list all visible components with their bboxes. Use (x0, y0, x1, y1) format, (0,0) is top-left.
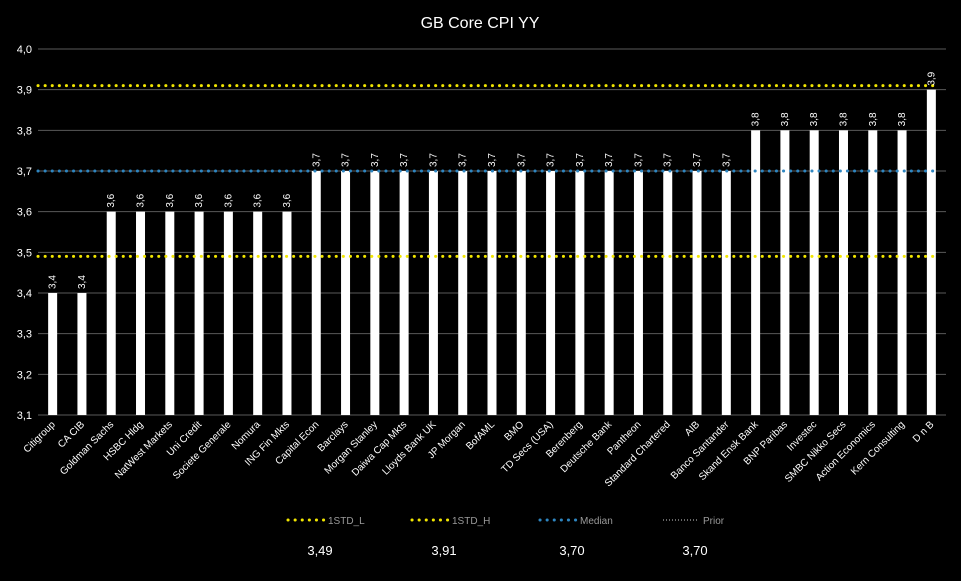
y-tick-label: 3,3 (17, 329, 32, 341)
y-tick-label: 3,9 (17, 85, 32, 97)
bar (751, 130, 761, 416)
data-label: 3,6 (194, 193, 205, 207)
data-label: 3,6 (223, 193, 234, 207)
y-tick-label: 4,0 (17, 44, 32, 56)
category-label: BMO (503, 419, 527, 443)
reference-value: 3,70 (559, 543, 584, 558)
data-label: 3,7 (692, 153, 703, 167)
bar (546, 171, 556, 415)
bar (926, 89, 936, 416)
bar (663, 171, 673, 415)
data-label: 3,6 (136, 193, 147, 207)
bar (458, 171, 468, 415)
data-label: 3,6 (282, 193, 293, 207)
category-label: Citigroup (22, 419, 58, 455)
bar (809, 130, 819, 416)
data-label: 3,7 (721, 153, 732, 167)
bar (780, 130, 790, 416)
reference-value: 3,49 (307, 543, 332, 558)
data-label: 3,7 (428, 153, 439, 167)
chart-title: GB Core CPI YY (421, 15, 540, 32)
bar (370, 171, 380, 415)
bar (897, 130, 907, 416)
bar (633, 171, 643, 415)
bar (253, 211, 263, 415)
category-label: TD Secs (USA) (500, 419, 556, 475)
data-label: 3,7 (516, 153, 527, 167)
category-label: Kern Consulting (849, 419, 907, 477)
reference-values: 3,49 3,91 3,70 3,70 (307, 543, 707, 558)
data-label: 3,7 (311, 153, 322, 167)
category-label: Deutsche Bank (559, 419, 615, 475)
bar (516, 171, 526, 415)
data-label: 3,7 (458, 153, 469, 167)
data-label: 3,7 (604, 153, 615, 167)
bar (136, 211, 146, 415)
data-labels: 3,4 3,4 3,6 3,6 3,6 3,6 3,6 3,6 3,6 3,7 3,7 3,7 3,7 3… (48, 71, 938, 289)
data-label: 3,7 (341, 153, 352, 167)
bar (311, 171, 321, 415)
bar (399, 171, 409, 415)
bar (165, 211, 175, 415)
reference-value: 3,91 (431, 543, 456, 558)
reference-lines (36, 84, 940, 258)
bar (48, 293, 58, 415)
data-label: 3,6 (165, 193, 176, 207)
bar (341, 171, 351, 415)
reference-value: 3,70 (682, 543, 707, 558)
bar (223, 211, 233, 415)
y-axis-ticks: 3,1 3,2 3,3 3,4 3,5 3,6 3,7 3,8 3,9 4,0 (17, 44, 32, 422)
data-label: 3,7 (633, 153, 644, 167)
bar (692, 171, 702, 415)
data-label: 3,9 (926, 71, 937, 85)
data-label: 3,4 (48, 275, 59, 289)
data-label: 3,8 (751, 112, 762, 126)
legend-label: Prior (703, 516, 725, 527)
category-label: Morgan Stanley (323, 419, 380, 476)
bar (194, 211, 204, 415)
y-tick-label: 3,6 (17, 207, 32, 219)
bar (77, 293, 87, 415)
bar (487, 171, 497, 415)
bar (604, 171, 614, 415)
data-label: 3,8 (809, 112, 820, 126)
data-label: 3,6 (253, 193, 264, 207)
data-label: 3,4 (77, 275, 88, 289)
data-label: 3,7 (370, 153, 381, 167)
category-label: D n B (911, 419, 937, 445)
bar (282, 211, 292, 415)
y-tick-label: 3,4 (17, 288, 32, 300)
data-label: 3,6 (106, 193, 117, 207)
bar (838, 130, 848, 416)
bar (868, 130, 878, 416)
y-tick-label: 3,2 (17, 369, 32, 381)
data-label: 3,7 (663, 153, 674, 167)
data-label: 3,8 (780, 112, 791, 126)
legend: 1STD_L 1STD_H Median Prior (286, 516, 725, 527)
bar (721, 171, 731, 415)
legend-label: Median (580, 516, 613, 527)
category-label: AIB (683, 419, 702, 438)
y-tick-label: 3,5 (17, 247, 32, 259)
bar (575, 171, 585, 415)
data-label: 3,7 (399, 153, 410, 167)
y-tick-label: 3,8 (17, 125, 32, 137)
data-label: 3,8 (868, 112, 879, 126)
data-label: 3,7 (575, 153, 586, 167)
legend-label: 1STD_L (328, 516, 365, 527)
legend-label: 1STD_H (452, 516, 490, 527)
y-tick-label: 3,7 (17, 166, 32, 178)
y-tick-label: 3,1 (17, 410, 32, 422)
data-label: 3,8 (897, 112, 908, 126)
data-label: 3,8 (838, 112, 849, 126)
data-label: 3,7 (487, 153, 498, 167)
data-label: 3,7 (546, 153, 557, 167)
bar (428, 171, 438, 415)
bar (106, 211, 116, 415)
category-label: BofAML (464, 419, 497, 452)
bars (48, 89, 936, 416)
